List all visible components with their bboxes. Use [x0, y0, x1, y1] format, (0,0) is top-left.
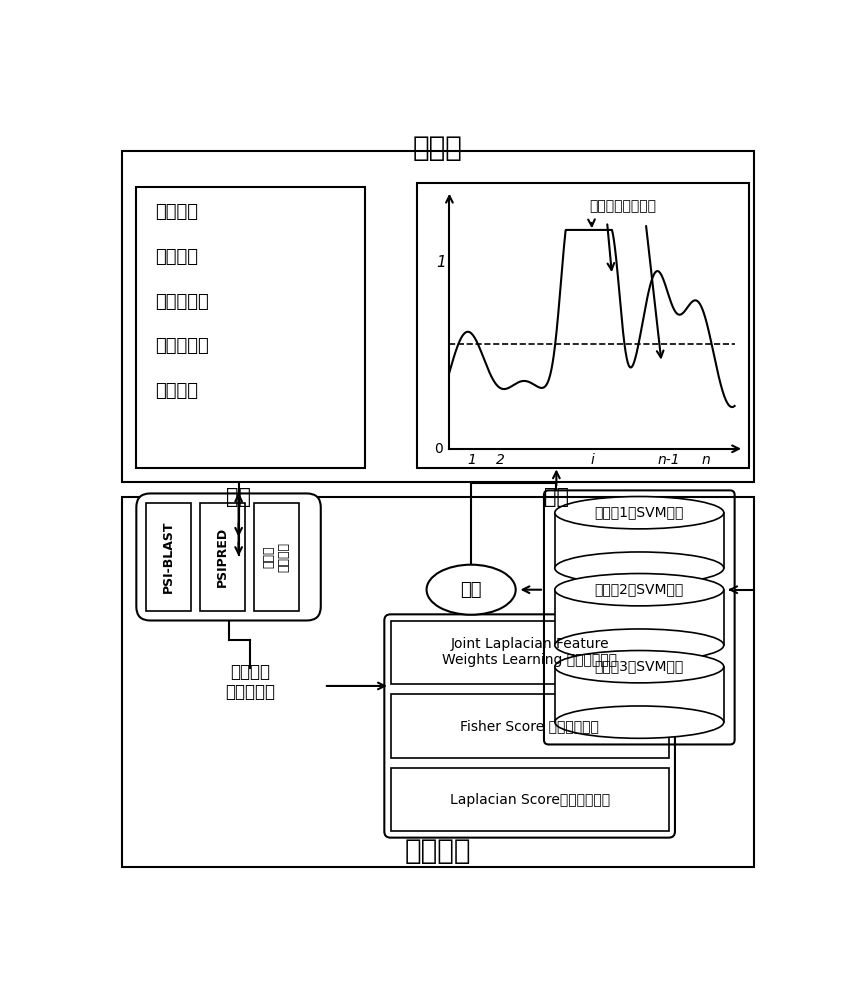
- Bar: [200, 503, 245, 611]
- FancyBboxPatch shape: [136, 493, 321, 620]
- Text: 0: 0: [434, 442, 443, 456]
- Bar: [136, 187, 365, 468]
- Bar: [555, 667, 724, 722]
- Text: 绑定位
序列同序: 绑定位 序列同序: [262, 542, 291, 572]
- Text: n-1: n-1: [657, 453, 681, 467]
- Text: 特征抽取
与串行组合: 特征抽取 与串行组合: [225, 663, 275, 702]
- Bar: [391, 768, 669, 831]
- Text: PSI-BLAST: PSI-BLAST: [162, 521, 174, 593]
- Text: Fisher Score 特征选择算法: Fisher Score 特征选择算法: [460, 719, 599, 733]
- Text: 输入界面: 输入界面: [155, 203, 198, 221]
- Text: 客户端: 客户端: [413, 134, 463, 162]
- Bar: [122, 497, 754, 867]
- Bar: [145, 503, 191, 611]
- Text: 子空间3的SVM模型: 子空间3的SVM模型: [595, 660, 684, 674]
- Bar: [555, 513, 724, 568]
- Text: Laplacian Score特征选择算法: Laplacian Score特征选择算法: [450, 793, 610, 807]
- Bar: [254, 503, 299, 611]
- Text: 子空间1的SVM模型: 子空间1的SVM模型: [594, 506, 684, 520]
- Ellipse shape: [555, 629, 724, 661]
- Bar: [417, 183, 749, 468]
- Text: n: n: [702, 453, 711, 467]
- Text: 2: 2: [496, 453, 505, 467]
- Bar: [391, 620, 669, 684]
- FancyBboxPatch shape: [385, 614, 675, 838]
- Text: 服务器端: 服务器端: [404, 838, 471, 865]
- Text: 蛋白质序列: 蛋白质序列: [155, 293, 209, 311]
- Bar: [122, 151, 754, 482]
- Text: 子空间2的SVM模型: 子空间2的SVM模型: [595, 583, 684, 597]
- Text: Joint Laplacian Feature
Weights Learning 特征选择算法: Joint Laplacian Feature Weights Learning…: [442, 637, 617, 667]
- Ellipse shape: [555, 497, 724, 529]
- Text: 蛋白质名: 蛋白质名: [155, 248, 198, 266]
- Ellipse shape: [427, 565, 516, 615]
- Bar: [391, 694, 669, 758]
- Text: 响应: 响应: [544, 487, 569, 507]
- Text: 集成: 集成: [460, 581, 482, 599]
- Ellipse shape: [555, 552, 724, 584]
- Text: 分割阈值: 分割阈值: [155, 382, 198, 400]
- Ellipse shape: [555, 651, 724, 683]
- Text: 维他命种类: 维他命种类: [155, 337, 209, 355]
- Text: 1: 1: [436, 255, 445, 270]
- Ellipse shape: [555, 706, 724, 738]
- Text: 1: 1: [468, 453, 477, 467]
- Text: PSIPRED: PSIPRED: [215, 527, 229, 587]
- Text: 请求: 请求: [226, 487, 251, 507]
- Bar: [555, 590, 724, 645]
- Text: i: i: [590, 453, 594, 467]
- Text: 预测出的绑定位点: 预测出的绑定位点: [589, 199, 656, 213]
- Ellipse shape: [555, 574, 724, 606]
